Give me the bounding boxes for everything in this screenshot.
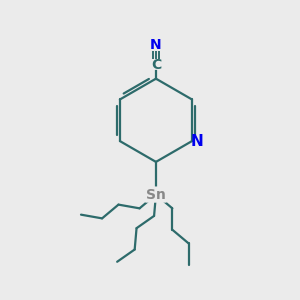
Text: Sn: Sn — [146, 188, 166, 202]
Text: N: N — [150, 38, 162, 52]
Text: N: N — [191, 134, 204, 148]
Text: C: C — [151, 58, 161, 72]
